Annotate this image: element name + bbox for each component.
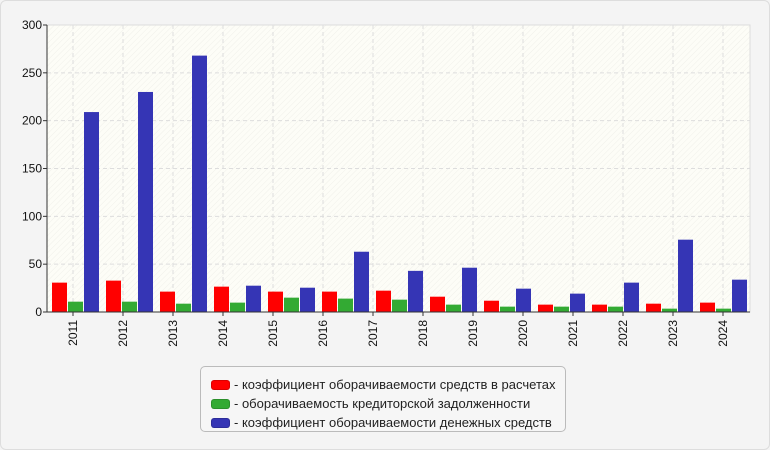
legend-label: - оборачиваемость кредиторской задолженн… bbox=[234, 396, 531, 411]
x-tick-label: 2014 bbox=[216, 320, 230, 347]
bar-2018-series-2 bbox=[462, 267, 477, 312]
bar-2017-series-0 bbox=[376, 290, 391, 312]
bar-2012-series-2 bbox=[138, 91, 153, 312]
x-tick-label: 2024 bbox=[716, 320, 730, 347]
bar-2021-series-2 bbox=[624, 282, 639, 312]
legend-swatch-blue bbox=[211, 417, 230, 428]
bar-2011-series-1 bbox=[68, 301, 83, 312]
bar-2019-series-0 bbox=[484, 300, 499, 312]
bar-2013-series-2 bbox=[192, 55, 207, 312]
bar-2014-series-2 bbox=[246, 285, 261, 312]
y-tick-label: 250 bbox=[22, 66, 42, 80]
y-tick-label: 300 bbox=[22, 18, 42, 32]
bar-2016-series-1 bbox=[338, 298, 353, 312]
legend-label: - коэффициент оборачиваемости денежных с… bbox=[234, 415, 552, 430]
y-tick-label: 100 bbox=[22, 209, 42, 223]
bar-2013-series-1 bbox=[176, 303, 191, 312]
bar-2020-series-0 bbox=[538, 304, 553, 312]
legend-swatch-red bbox=[211, 379, 230, 390]
bar-2022-series-1 bbox=[662, 308, 677, 312]
legend-item: - коэффициент оборачиваемости денежных с… bbox=[211, 413, 565, 432]
legend-item: - коэффициент оборачиваемости средств в … bbox=[211, 375, 565, 394]
bar-2016-series-2 bbox=[354, 251, 369, 312]
bar-2018-series-0 bbox=[430, 296, 445, 312]
bar-2014-series-0 bbox=[214, 286, 229, 312]
bar-2022-series-2 bbox=[678, 239, 693, 312]
y-tick-label: 200 bbox=[22, 114, 42, 128]
bar-2017-series-2 bbox=[408, 270, 423, 312]
x-tick-label: 2020 bbox=[516, 320, 530, 347]
bar-2012-series-1 bbox=[122, 301, 137, 312]
bar-2016-series-0 bbox=[322, 291, 337, 312]
bar-2015-series-2 bbox=[300, 287, 315, 312]
bar-2023-series-2 bbox=[732, 279, 747, 312]
legend-swatch-green bbox=[211, 398, 230, 409]
legend-label: - коэффициент оборачиваемости средств в … bbox=[234, 377, 556, 392]
bar-2018-series-1 bbox=[446, 304, 461, 312]
bar-2023-series-0 bbox=[700, 302, 715, 312]
y-tick-label: 150 bbox=[22, 162, 42, 176]
bar-2011-series-0 bbox=[52, 282, 67, 312]
bar-2017-series-1 bbox=[392, 299, 407, 312]
x-tick-label: 2013 bbox=[166, 320, 180, 347]
x-tick-label: 2016 bbox=[316, 320, 330, 347]
x-tick-label: 2011 bbox=[66, 320, 80, 346]
x-tick-label: 2018 bbox=[416, 320, 430, 347]
y-tick-label: 50 bbox=[29, 257, 43, 271]
legend: - коэффициент оборачиваемости средств в … bbox=[200, 366, 566, 432]
x-tick-label: 2022 bbox=[616, 320, 630, 347]
y-tick-label: 0 bbox=[35, 305, 42, 319]
bar-2015-series-1 bbox=[284, 297, 299, 312]
bar-2021-series-1 bbox=[608, 306, 623, 312]
bar-2020-series-1 bbox=[554, 306, 569, 312]
x-tick-label: 2021 bbox=[566, 320, 580, 347]
x-tick-label: 2019 bbox=[466, 320, 480, 347]
bar-2011-series-2 bbox=[84, 112, 99, 312]
bar-2023-series-1 bbox=[716, 308, 731, 312]
legend-item: - оборачиваемость кредиторской задолженн… bbox=[211, 394, 565, 413]
x-tick-label: 2017 bbox=[366, 320, 380, 347]
bar-2022-series-0 bbox=[646, 303, 661, 312]
bar-2012-series-0 bbox=[106, 280, 121, 312]
bar-2019-series-1 bbox=[500, 306, 515, 312]
bar-2013-series-0 bbox=[160, 291, 175, 312]
bar-2015-series-0 bbox=[268, 291, 283, 312]
x-tick-label: 2023 bbox=[666, 320, 680, 347]
x-tick-label: 2012 bbox=[116, 320, 130, 347]
x-tick-label: 2015 bbox=[266, 320, 280, 347]
bar-2014-series-1 bbox=[230, 302, 245, 312]
bar-2020-series-2 bbox=[570, 293, 585, 312]
bar-2019-series-2 bbox=[516, 288, 531, 312]
bar-2021-series-0 bbox=[592, 304, 607, 312]
